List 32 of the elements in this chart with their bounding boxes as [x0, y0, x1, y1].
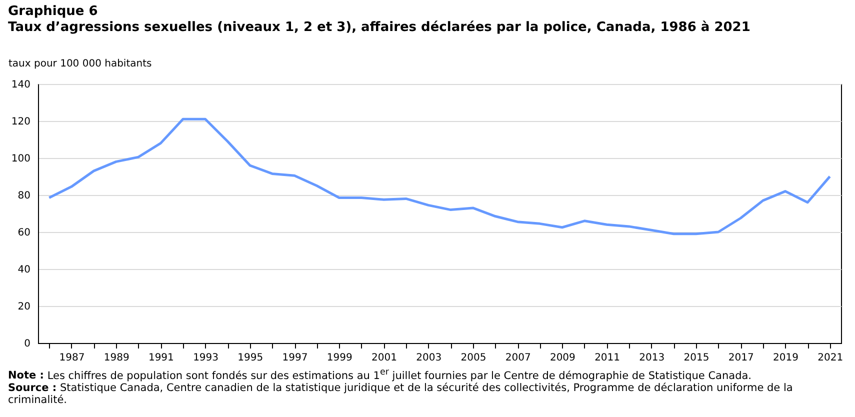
- y-tick-label: 60: [18, 228, 30, 238]
- x-tick-label: 1989: [104, 352, 130, 364]
- y-tick-label: 20: [18, 302, 30, 312]
- x-tick-label: 1991: [148, 352, 174, 364]
- chart-subtitle: Taux d’agressions sexuelles (niveaux 1, 2 et 3), affaires déclarées par la police, Canada, 1986 à 2021: [8, 20, 752, 36]
- x-tick-label: 2015: [684, 352, 710, 364]
- chart-title: Graphique 6: [8, 4, 99, 20]
- line-series: [48, 118, 832, 236]
- x-tick-label: 1999: [326, 352, 352, 364]
- x-tick-label: 2021: [818, 352, 844, 364]
- x-tick-label: 1987: [59, 352, 85, 364]
- x-tick-label: 2013: [639, 352, 665, 364]
- x-tick-label: 2019: [773, 352, 798, 364]
- x-tick-label: 2009: [550, 352, 576, 364]
- text: Note : Les chiffres de population sont fondés sur des estimations au 1$^{er}$ juillet fournies par le Centre de démographie de Statistique Canada.: [8, 367, 752, 382]
- y-tick-label: 140: [11, 80, 30, 90]
- x-tick-label: 2005: [460, 352, 486, 364]
- x-tick-label: 2011: [594, 352, 620, 364]
- x-tick-label: 2007: [505, 352, 531, 364]
- x-tick-label: 2001: [372, 352, 397, 364]
- x-tick-label: 1995: [238, 352, 264, 364]
- x-tick-label: 1997: [282, 352, 308, 364]
- y-tick-label: 80: [18, 190, 30, 202]
- y-axis-title: taux pour 100 000 habitants: [8, 58, 152, 70]
- source-note: Source : Statistique Canada, Centre canadien de la statistique juridique et de la sécurité des collectivités, Programme de déclaration uniforme de la criminalité.: [8, 382, 793, 406]
- x-tick-label: 2003: [416, 352, 442, 364]
- x-tick-label: 2017: [728, 352, 754, 364]
- y-tick-label: 40: [18, 264, 30, 276]
- y-tick-label: 100: [11, 154, 30, 164]
- x-tick-label: 1993: [193, 352, 219, 364]
- y-tick-label: 0: [24, 338, 30, 350]
- y-tick-label: 120: [11, 116, 30, 128]
